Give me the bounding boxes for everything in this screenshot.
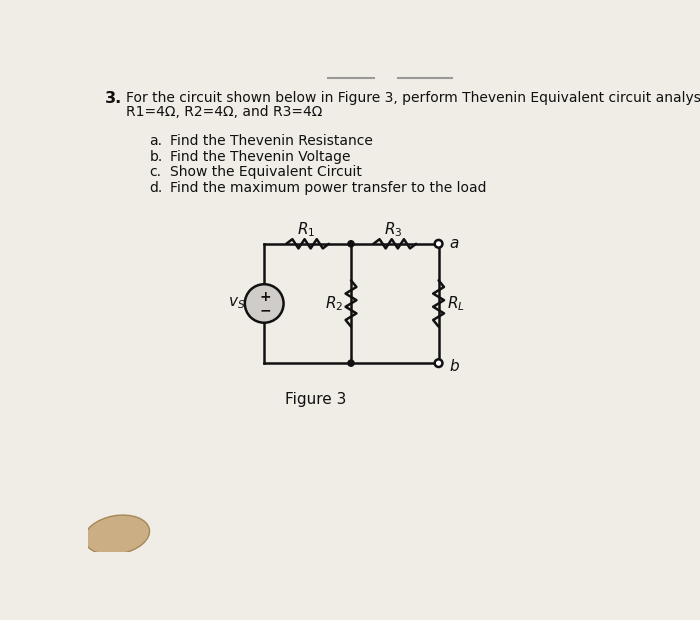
Circle shape bbox=[348, 241, 354, 247]
Text: a.: a. bbox=[150, 135, 162, 148]
Text: For the circuit shown below in Figure 3, perform Thevenin Equivalent circuit ana: For the circuit shown below in Figure 3,… bbox=[126, 91, 700, 105]
Text: $v_S$: $v_S$ bbox=[228, 296, 246, 311]
Circle shape bbox=[245, 284, 284, 323]
Text: $R_1$: $R_1$ bbox=[297, 220, 315, 239]
Text: d.: d. bbox=[150, 180, 162, 195]
Text: a: a bbox=[449, 236, 459, 251]
Text: −: − bbox=[260, 303, 272, 317]
Text: R1=4Ω, R2=4Ω, and R3=4Ω: R1=4Ω, R2=4Ω, and R3=4Ω bbox=[126, 105, 323, 119]
Text: c.: c. bbox=[150, 166, 162, 179]
Text: b.: b. bbox=[150, 150, 162, 164]
Circle shape bbox=[348, 360, 354, 366]
Text: $R_2$: $R_2$ bbox=[325, 294, 343, 313]
Text: $R_3$: $R_3$ bbox=[384, 220, 402, 239]
Text: 3.: 3. bbox=[104, 91, 122, 107]
Text: Find the Thevenin Resistance: Find the Thevenin Resistance bbox=[170, 135, 373, 148]
Ellipse shape bbox=[84, 515, 150, 555]
Text: $R_L$: $R_L$ bbox=[447, 294, 465, 313]
Text: Find the Thevenin Voltage: Find the Thevenin Voltage bbox=[170, 150, 351, 164]
Text: Figure 3: Figure 3 bbox=[285, 392, 346, 407]
Circle shape bbox=[435, 240, 442, 247]
Text: +: + bbox=[260, 290, 272, 304]
Text: b: b bbox=[449, 359, 459, 374]
Text: Show the Equivalent Circuit: Show the Equivalent Circuit bbox=[170, 166, 363, 179]
Text: Find the maximum power transfer to the load: Find the maximum power transfer to the l… bbox=[170, 180, 487, 195]
Circle shape bbox=[435, 360, 442, 367]
